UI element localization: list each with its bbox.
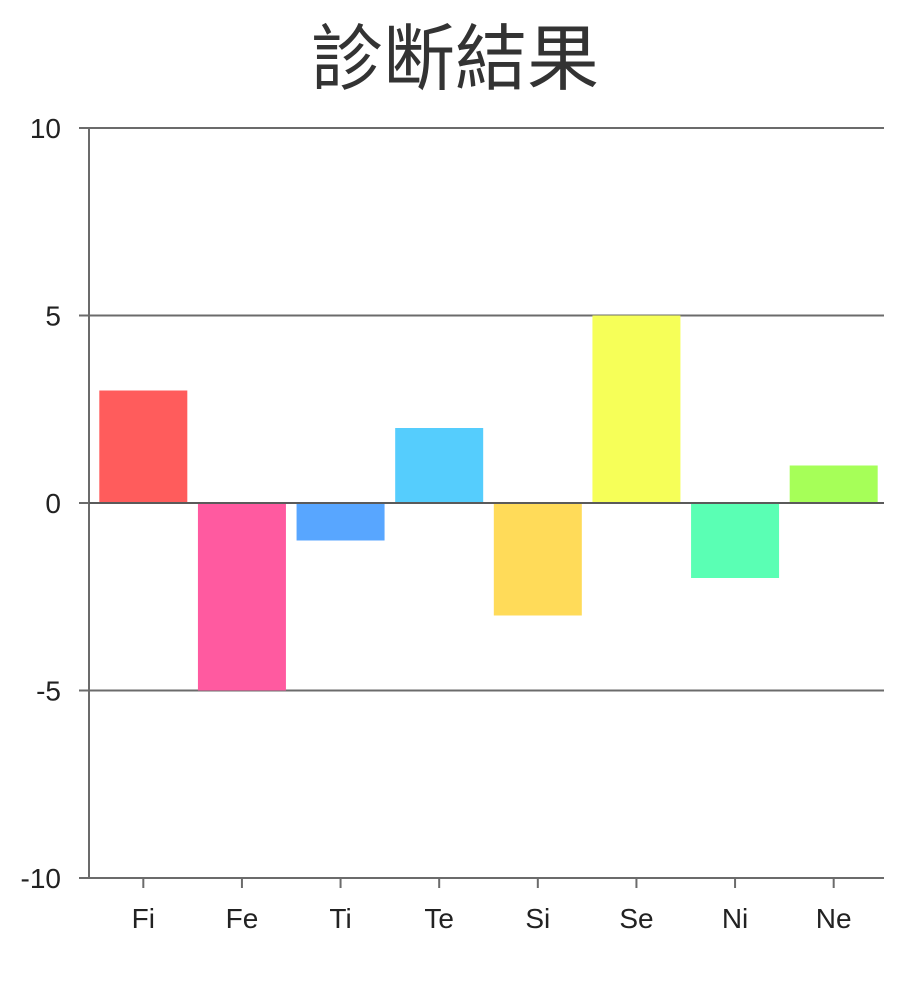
bar-se (592, 315, 681, 503)
bar-si (493, 503, 582, 616)
x-tick-label: Fi (132, 903, 155, 934)
x-tick-label: Fe (226, 903, 259, 934)
y-tick-label: 10 (30, 113, 61, 144)
y-tick-label: -10 (21, 863, 61, 894)
bar-ne (789, 465, 878, 503)
chart-title: 診断結果 (310, 17, 599, 101)
y-tick-label: -5 (36, 676, 61, 707)
x-tick-label: Ni (722, 903, 748, 934)
x-tick-label: Ti (329, 903, 351, 934)
x-tick-label: Se (619, 903, 653, 934)
x-tick-label: Ne (816, 903, 852, 934)
bar-te (395, 428, 484, 503)
y-tick-label: 5 (45, 301, 61, 332)
y-tick-label: 0 (45, 488, 61, 519)
bar-fi (99, 390, 188, 503)
bar-ti (296, 503, 385, 541)
bar-fe (197, 503, 286, 691)
x-tick-label: Te (424, 903, 454, 934)
x-tick-label: Si (525, 903, 550, 934)
bar-ni (691, 503, 780, 578)
